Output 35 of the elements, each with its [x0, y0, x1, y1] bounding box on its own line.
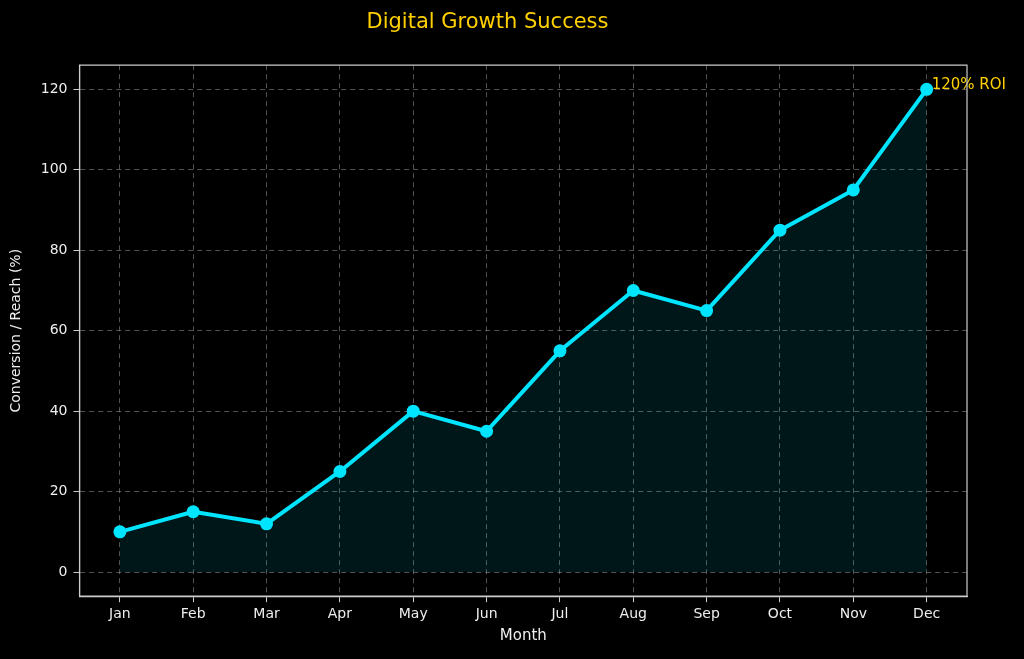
point — [700, 304, 714, 318]
y-tick-label: 100 — [40, 160, 68, 177]
annotation: 120% ROI — [931, 75, 1006, 94]
x-tick-label: Feb — [180, 605, 206, 622]
x-tick-label: Mar — [253, 605, 280, 622]
x-tick-label: Dec — [913, 605, 941, 622]
x-tick-label: Apr — [327, 605, 353, 622]
point — [260, 517, 274, 531]
y-tick-label: 20 — [49, 482, 68, 499]
y-tick-label: 40 — [49, 401, 68, 418]
point — [333, 465, 347, 478]
x-tick-label: Nov — [839, 605, 867, 622]
x-tick-label: Oct — [767, 605, 793, 622]
x-axis-title: Month — [499, 625, 547, 644]
x-tick-label: Jan — [108, 605, 131, 622]
point — [406, 404, 420, 418]
point — [920, 82, 934, 96]
point — [626, 283, 640, 297]
point — [186, 505, 200, 519]
point — [773, 223, 787, 237]
y-tick-label: 60 — [49, 321, 68, 338]
y-tick-label: 0 — [58, 562, 68, 579]
y-tick-label: 120 — [40, 79, 68, 96]
x-tick-label: Sep — [693, 605, 720, 622]
x-tick-label: Jun — [474, 605, 498, 622]
y-axis-title: Conversion / Reach (%) — [7, 248, 24, 413]
y-tick-label: 80 — [49, 240, 68, 257]
x-tick-label: Jul — [550, 605, 569, 622]
point — [113, 525, 127, 539]
point — [846, 183, 860, 197]
x-tick-label: Aug — [619, 605, 647, 622]
point — [480, 424, 494, 438]
point — [553, 344, 567, 358]
x-tick-label: May — [398, 605, 428, 622]
chart-title: Digital Growth Success — [366, 9, 609, 34]
